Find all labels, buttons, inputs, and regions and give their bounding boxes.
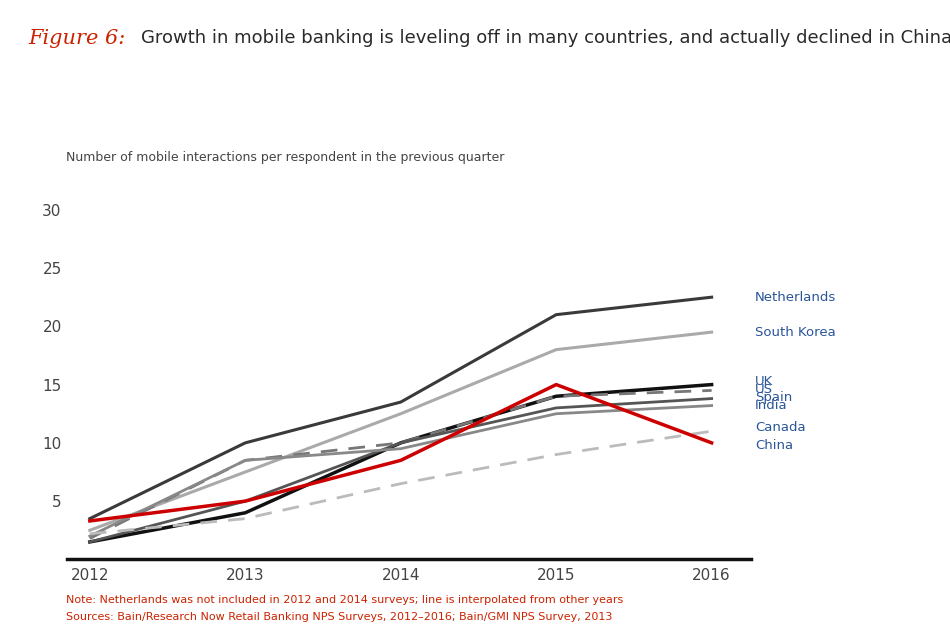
Text: Number of mobile interactions per respondent in the previous quarter: Number of mobile interactions per respon… bbox=[66, 151, 504, 164]
Text: Spain: Spain bbox=[755, 391, 792, 404]
Text: Note: Netherlands was not included in 2012 and 2014 surveys; line is interpolate: Note: Netherlands was not included in 20… bbox=[66, 595, 624, 605]
Text: India: India bbox=[755, 399, 788, 412]
Text: Sources: Bain/Research Now Retail Banking NPS Surveys, 2012–2016; Bain/GMI NPS S: Sources: Bain/Research Now Retail Bankin… bbox=[66, 612, 613, 622]
Text: Growth in mobile banking is leveling off in many countries, and actually decline: Growth in mobile banking is leveling off… bbox=[141, 29, 950, 47]
Text: Netherlands: Netherlands bbox=[755, 291, 836, 303]
Text: Figure 6:: Figure 6: bbox=[28, 29, 125, 48]
Text: Canada: Canada bbox=[755, 421, 806, 434]
Text: UK: UK bbox=[755, 375, 773, 388]
Text: China: China bbox=[755, 439, 793, 451]
Text: South Korea: South Korea bbox=[755, 325, 836, 339]
Text: US: US bbox=[755, 383, 773, 395]
